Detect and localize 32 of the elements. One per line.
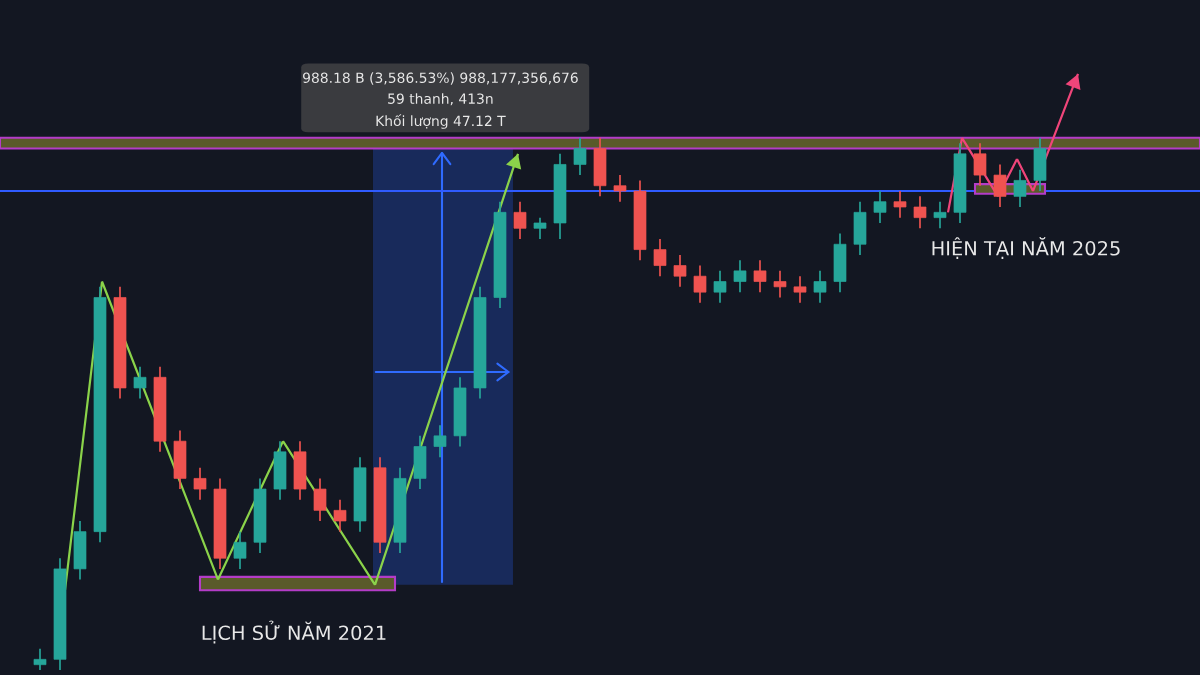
candlestick bbox=[33, 647, 47, 671]
candlestick bbox=[873, 190, 887, 224]
candlestick bbox=[1013, 168, 1027, 208]
text: 988.18 B (3,586.53%) 988,177,356,676 bbox=[303, 72, 578, 85]
candlestick bbox=[713, 270, 727, 304]
text: 59 thanh, 413n bbox=[388, 93, 493, 106]
candlestick bbox=[933, 200, 947, 230]
candlestick bbox=[773, 270, 787, 299]
candlestick bbox=[993, 163, 1007, 208]
candlestick bbox=[573, 136, 587, 176]
text: Khối lượng 47.12 T bbox=[376, 114, 506, 129]
candlestick bbox=[693, 264, 707, 304]
candlestick bbox=[613, 174, 627, 203]
candlestick bbox=[513, 200, 527, 240]
candlestick bbox=[673, 254, 687, 288]
candlestick bbox=[893, 190, 907, 219]
annotation: HIỆN TẠI NĂM 2025 bbox=[932, 236, 1120, 259]
candlestick bbox=[233, 530, 247, 570]
candlestick bbox=[813, 270, 827, 304]
candlestick bbox=[433, 424, 447, 458]
candlestick bbox=[193, 466, 207, 501]
candlestick bbox=[653, 238, 667, 278]
candlestick bbox=[973, 142, 987, 187]
candlestick bbox=[333, 498, 347, 533]
annotation: LỊCH SỬ NĂM 2021 bbox=[202, 620, 386, 644]
candlestick bbox=[793, 275, 807, 304]
candlestick bbox=[133, 365, 147, 400]
candlestick bbox=[533, 216, 547, 240]
candlestick bbox=[753, 259, 767, 293]
candlestick bbox=[913, 195, 927, 230]
candlestick bbox=[313, 477, 327, 522]
candlestick bbox=[733, 259, 747, 293]
